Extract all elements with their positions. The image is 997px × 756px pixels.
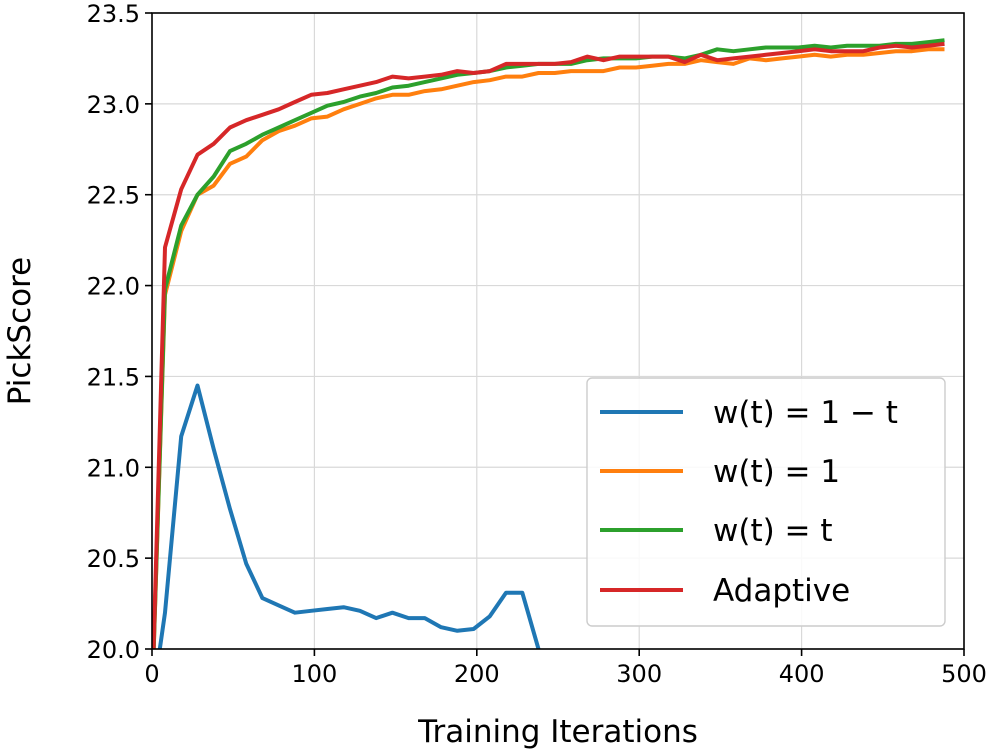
x-tick-label: 400 [779,660,825,688]
legend-label-0: w(t) = 1 − t [713,395,898,431]
x-tick-label: 0 [144,660,159,688]
x-tick-label: 500 [941,660,987,688]
legend-frame [586,377,946,627]
y-axis-label: PickScore [2,257,38,405]
y-tick-label: 21.5 [87,363,140,391]
y-tick-label: 22.0 [87,273,140,301]
legend-label-2: w(t) = t [713,513,833,549]
ticks: 0 100 200 300 400 500 20.0 20.5 21.0 21.5 22.0 22.5… [87,0,987,688]
y-tick-label: 20.0 [87,636,140,664]
series-group [152,38,945,649]
legend-label-1: w(t) = 1 [713,454,840,490]
y-tick-label: 22.5 [87,182,140,210]
y-tick-label: 23.5 [87,0,140,28]
series-line-1 [152,47,945,649]
legend: w(t) = 1 − t w(t) = 1 w(t) = t Adaptive [586,377,946,627]
legend-label-3: Adaptive [713,573,850,609]
y-tick-label: 23.0 [87,91,140,119]
x-tick-label: 300 [616,660,662,688]
x-tick-label: 100 [291,660,337,688]
series-line-3 [152,41,945,649]
x-axis-label: Training Iterations [417,714,698,750]
y-tick-label: 21.0 [87,454,140,482]
plot-frame [151,12,965,650]
y-tick-label: 20.5 [87,545,140,573]
series-line-0 [157,383,541,649]
x-tick-label: 200 [454,660,500,688]
